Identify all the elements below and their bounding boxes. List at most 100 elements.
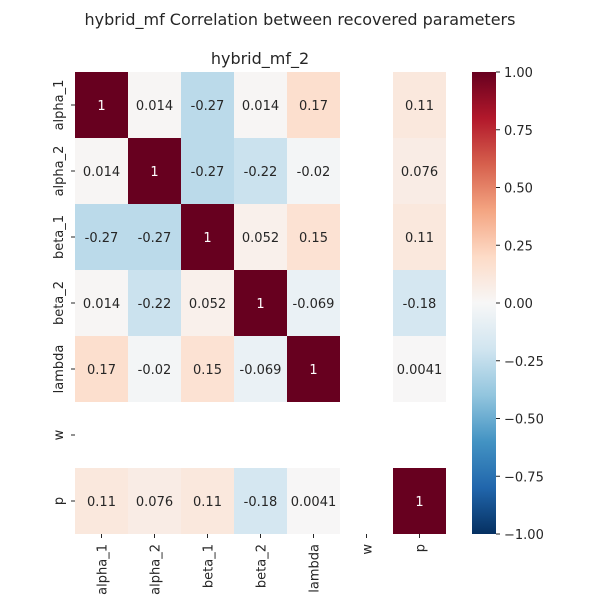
cell-annotation: -0.18	[403, 297, 437, 312]
cell-annotation: -0.22	[138, 297, 172, 312]
cell-annotation: 1	[150, 165, 158, 180]
heatmap-cell	[287, 468, 340, 534]
y-tick-label: w	[52, 429, 67, 440]
cell-annotation: 0.052	[242, 231, 279, 246]
chart-title: hybrid_mf_2	[211, 49, 309, 69]
cell-annotation: 1	[203, 231, 211, 246]
heatmap-cell	[181, 468, 234, 534]
y-tick-label: alpha_2	[52, 146, 67, 197]
cell-annotation: 0.076	[136, 495, 173, 510]
heatmap-cell	[75, 72, 128, 138]
cell-annotation: 0.15	[193, 363, 222, 378]
cell-annotation: -0.069	[240, 363, 282, 378]
cell-annotation: -0.069	[293, 297, 335, 312]
colorbar-tick-label: −1.00	[504, 528, 544, 543]
colorbar-tick-label: −0.50	[504, 413, 544, 428]
cell-annotation: 0.0041	[291, 495, 337, 510]
cell-annotation: 1	[415, 495, 423, 510]
heatmap-cell	[128, 204, 181, 270]
heatmap-cell	[75, 336, 128, 402]
heatmap-cell	[393, 138, 446, 204]
x-tick-label: beta_2	[255, 544, 270, 588]
heatmap-cell	[234, 336, 287, 402]
heatmap-cell	[181, 204, 234, 270]
cell-annotation: 1	[97, 99, 105, 114]
heatmap-cell	[128, 270, 181, 336]
heatmap-cell	[181, 72, 234, 138]
x-tick-label: alpha_1	[96, 544, 111, 595]
cell-annotation: 0.014	[83, 297, 120, 312]
x-tick-label: lambda	[308, 544, 323, 593]
cell-annotation: 1	[309, 363, 317, 378]
colorbar-tick-label: −0.75	[504, 470, 544, 485]
heatmap-cell	[128, 336, 181, 402]
cell-annotation: 1	[256, 297, 264, 312]
cell-annotation: -0.18	[244, 495, 278, 510]
colorbar-tick-label: 1.00	[504, 66, 533, 81]
heatmap-cell	[287, 270, 340, 336]
heatmap-cell	[128, 72, 181, 138]
cell-annotation: 0.11	[87, 495, 116, 510]
heatmap-cell	[393, 468, 446, 534]
cell-annotation: 0.17	[87, 363, 116, 378]
heatmap-cell	[393, 72, 446, 138]
heatmap-cell	[128, 468, 181, 534]
cell-annotation: 0.014	[136, 99, 173, 114]
cell-annotation: 0.014	[242, 99, 279, 114]
cell-annotation: 0.052	[189, 297, 226, 312]
colorbar-tick-label: 0.75	[504, 124, 533, 139]
heatmap-cell	[393, 270, 446, 336]
heatmap-cell	[234, 204, 287, 270]
heatmap-cell	[234, 468, 287, 534]
heatmap-cell	[181, 270, 234, 336]
cell-annotation: -0.27	[85, 231, 119, 246]
x-tick-label: w	[361, 544, 376, 555]
colorbar-tick-label: 0.50	[504, 182, 533, 197]
heatmap-cell	[287, 336, 340, 402]
y-tick-label: lambda	[52, 345, 67, 394]
cell-annotation: 0.11	[405, 231, 434, 246]
colorbar-tick-label: 0.00	[504, 297, 533, 312]
cell-annotation: -0.27	[138, 231, 172, 246]
cell-annotation: 0.15	[299, 231, 328, 246]
cell-annotation: -0.02	[138, 363, 172, 378]
heatmap-cell	[75, 138, 128, 204]
heatmap-cell	[287, 72, 340, 138]
heatmap-cell	[287, 138, 340, 204]
heatmap-cell	[234, 72, 287, 138]
heatmap-cell	[75, 270, 128, 336]
heatmap-cell	[234, 270, 287, 336]
y-tick-label: beta_2	[52, 281, 67, 325]
colorbar: 1.00 0.75 0.50 0.25 0.00 −0.25 −0.50 −0.75 −1.00	[472, 66, 544, 543]
heatmap-cell	[393, 204, 446, 270]
cell-annotation: 0.11	[193, 495, 222, 510]
cell-annotation: -0.27	[191, 99, 225, 114]
cell-annotation: 0.11	[405, 99, 434, 114]
colorbar-tick-label: −0.25	[504, 355, 544, 370]
y-tick-label: beta_1	[52, 215, 67, 259]
heatmap-cell	[75, 204, 128, 270]
heatmap-cell	[181, 336, 234, 402]
heatmap-cell	[128, 138, 181, 204]
colorbar-tick-label: 0.25	[504, 239, 533, 254]
figure-suptitle: hybrid_mf Correlation between recovered …	[85, 10, 516, 30]
cell-annotation: 0.014	[83, 165, 120, 180]
x-tick-label: p	[414, 544, 429, 552]
colorbar-gradient	[472, 72, 496, 534]
heatmap-cell	[181, 138, 234, 204]
heatmap-cell	[234, 138, 287, 204]
heatmap-grid: 1 0.014 -0.27 0.014 0.17 0.11 0.014 1 -0.27 -0.22…	[75, 72, 446, 534]
y-tick-label: alpha_1	[52, 80, 67, 131]
x-tick-label: alpha_2	[149, 544, 164, 595]
x-axis-ticks: alpha_1 alpha_2 beta_1 beta_2 lambda w p	[96, 534, 429, 595]
colorbar-ticks: 1.00 0.75 0.50 0.25 0.00 −0.25 −0.50 −0.75 −1.00	[496, 66, 544, 543]
cell-annotation: 0.17	[299, 99, 328, 114]
cell-annotation: -0.02	[297, 165, 331, 180]
cell-annotation: 0.076	[401, 165, 438, 180]
heatmap-cell	[75, 468, 128, 534]
heatmap-cell	[393, 336, 446, 402]
cell-annotation: 0.0041	[397, 363, 443, 378]
x-tick-label: beta_1	[202, 544, 217, 588]
